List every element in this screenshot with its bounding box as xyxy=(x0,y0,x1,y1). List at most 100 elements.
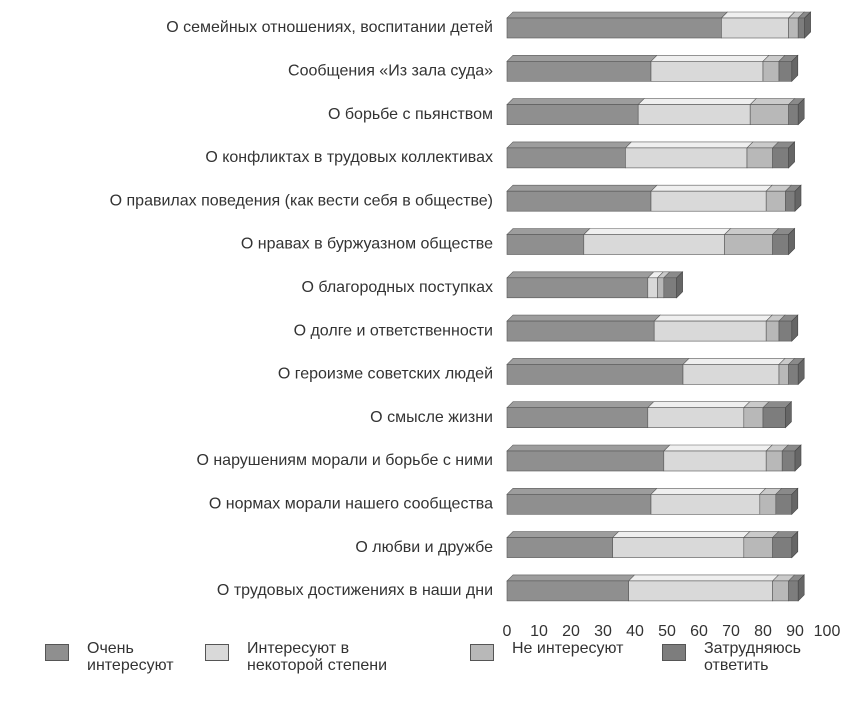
category-label: О благородных поступках xyxy=(302,279,494,296)
bar-side xyxy=(791,487,799,516)
bar xyxy=(778,364,789,385)
bar xyxy=(772,537,793,558)
bar xyxy=(743,407,764,429)
bar-top xyxy=(650,487,767,495)
bar xyxy=(506,17,722,39)
bar xyxy=(506,407,649,429)
bar xyxy=(772,234,789,255)
category-label: О правилах поведения (как вести себя в о… xyxy=(110,192,493,209)
bar-top xyxy=(506,228,591,235)
bar xyxy=(625,147,748,169)
bar xyxy=(612,537,745,558)
bar-side xyxy=(797,357,805,386)
bar-top xyxy=(624,141,754,149)
bar-top xyxy=(627,574,780,582)
bar xyxy=(788,580,799,602)
category-label: О нормах морали нашего сообщества xyxy=(209,496,493,513)
bar-top xyxy=(506,444,671,452)
bar xyxy=(721,17,789,39)
bar-side xyxy=(804,11,811,39)
bar xyxy=(788,17,799,39)
bar xyxy=(724,234,773,255)
bar-top xyxy=(647,401,751,409)
bar-side xyxy=(797,97,805,126)
category-label: О нарушениям морали и борьбе с ними xyxy=(196,452,493,469)
bar-top xyxy=(506,54,658,62)
bar-side xyxy=(676,271,683,299)
bar-side xyxy=(791,314,799,342)
category-label: О героизме советских людей xyxy=(278,366,493,383)
bar-side xyxy=(785,400,792,429)
chart: 0 10 20 30 40 50 60 70 80 90 100 О семейных отношен… xyxy=(110,11,841,640)
legend-item: Интересуют в некоторой степени xyxy=(205,640,412,674)
legend: Очень интересуют Интересуют в некоторой с… xyxy=(0,640,844,709)
bar xyxy=(506,277,649,299)
bar-top xyxy=(506,574,636,582)
bar xyxy=(506,190,652,212)
bar-side xyxy=(797,574,805,602)
bar xyxy=(788,104,799,125)
category-label: О любви и дружбе xyxy=(355,539,493,556)
x-tick-label: 50 xyxy=(658,623,676,640)
bar xyxy=(650,60,764,82)
bar-top xyxy=(611,531,751,538)
legend-swatch xyxy=(662,644,686,661)
bar-top xyxy=(506,141,633,149)
x-tick-label: 100 xyxy=(814,623,841,640)
legend-label: Интересуют в некоторой степени xyxy=(247,640,388,674)
bar xyxy=(628,580,773,602)
legend-label: Затрудняюсь ответить xyxy=(704,640,801,674)
bar xyxy=(762,60,780,82)
x-tick-label: 90 xyxy=(786,623,804,640)
bar-top xyxy=(506,401,655,409)
bar-top xyxy=(682,358,786,365)
bar xyxy=(765,320,780,342)
bar xyxy=(772,580,789,602)
x-tick-label: 80 xyxy=(754,623,772,640)
bar xyxy=(775,493,793,515)
x-tick-label: 70 xyxy=(722,623,740,640)
bar xyxy=(506,234,585,255)
category-label: О борьбе с пьянством xyxy=(328,106,493,123)
bar-side xyxy=(788,227,795,256)
bar-top xyxy=(583,228,732,235)
bar-top xyxy=(506,271,655,279)
bar-top xyxy=(506,314,661,322)
bar xyxy=(657,277,665,299)
bar-top xyxy=(663,444,773,452)
bar xyxy=(682,364,780,385)
bar xyxy=(647,277,658,299)
bar xyxy=(506,60,652,82)
category-label: О долге и ответственности xyxy=(294,322,493,339)
bar xyxy=(785,190,796,212)
bar xyxy=(797,17,805,39)
bar xyxy=(506,147,626,169)
x-tick-label: 60 xyxy=(690,623,708,640)
bar xyxy=(765,450,783,472)
bar xyxy=(506,450,665,472)
category-label: О конфликтах в трудовых коллективах xyxy=(205,149,493,166)
x-tick-label: 40 xyxy=(626,623,644,640)
x-tick-label: 10 xyxy=(530,623,548,640)
bar xyxy=(583,234,725,255)
legend-item: Очень интересуют xyxy=(45,640,175,674)
legend-item: Не интересуют xyxy=(470,640,662,661)
bar xyxy=(778,320,793,342)
legend-swatch xyxy=(470,644,494,661)
bar-side xyxy=(794,444,802,472)
bar xyxy=(647,407,745,429)
bar xyxy=(746,147,773,169)
bar-side xyxy=(788,141,795,169)
bar xyxy=(743,537,773,558)
bar xyxy=(663,450,767,472)
bar-top xyxy=(506,98,645,105)
bar xyxy=(506,493,652,515)
bar-top xyxy=(653,314,773,322)
x-tick-label: 0 xyxy=(503,623,512,640)
category-label: О семейных отношениях, воспитании детей xyxy=(166,19,493,36)
category-label: О трудовых достижениях в наши дни xyxy=(217,582,493,599)
bar-top xyxy=(720,11,796,19)
bar xyxy=(506,580,629,602)
x-tick-label: 20 xyxy=(562,623,580,640)
legend-swatch xyxy=(205,644,229,661)
